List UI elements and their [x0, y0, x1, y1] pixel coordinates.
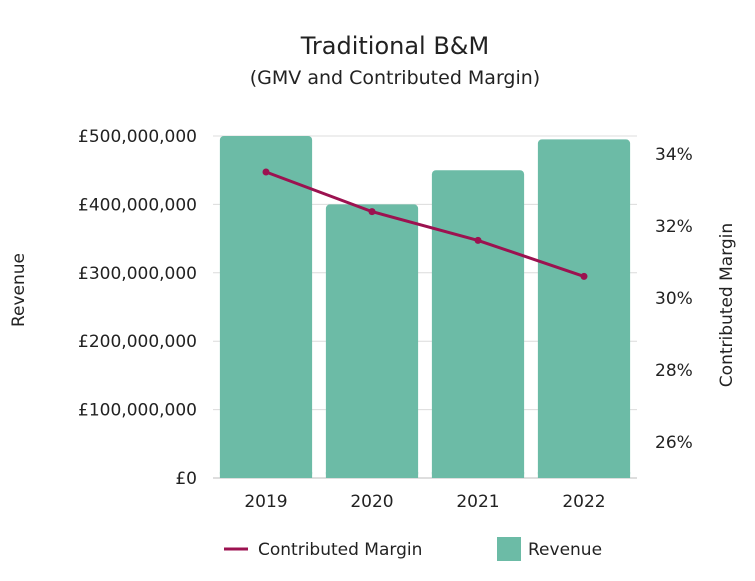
y-axis-ticks: £0 £100,000,000 £200,000,000 £300,000,000 £4… [78, 127, 197, 489]
bar-revenue-2020 [325, 204, 419, 478]
chart-subtitle: (GMV and Contributed Margin) [250, 67, 540, 89]
x-tick-label: 2022 [562, 492, 605, 512]
line-series [262, 168, 588, 280]
chart-title: Traditional B&M [300, 32, 489, 60]
y-tick-label: £400,000,000 [78, 195, 197, 215]
y2-tick-label: 32% [655, 217, 693, 237]
bar-revenue-2019 [219, 136, 313, 478]
point-contributed-margin-2020 [368, 208, 376, 216]
bar-revenue-2022 [537, 139, 631, 479]
y2-tick-label: 30% [655, 289, 693, 309]
bar-base-2022 [537, 472, 631, 478]
x-tick-label: 2021 [456, 492, 499, 512]
legend: Contributed Margin Revenue [224, 537, 602, 561]
legend-label-contributed-margin: Contributed Margin [258, 540, 422, 560]
y2-tick-label: 28% [655, 361, 693, 381]
y2-axis-title: Contributed Margin [717, 223, 737, 387]
line-contributed-margin [264, 170, 586, 278]
legend-label-revenue: Revenue [528, 540, 602, 560]
x-tick-label: 2020 [350, 492, 393, 512]
bar-base-2021 [431, 472, 525, 478]
y2-tick-label: 26% [655, 433, 693, 453]
bar-revenue-2021 [431, 170, 525, 478]
y-axis-title: Revenue [9, 253, 29, 327]
point-contributed-margin-2022 [580, 272, 588, 280]
point-contributed-margin-2019 [262, 168, 270, 176]
y-tick-label: £100,000,000 [78, 401, 197, 421]
y2-axis-ticks: 26% 28% 30% 32% 34% [655, 145, 693, 453]
x-tick-label: 2019 [244, 492, 287, 512]
point-contributed-margin-2021 [474, 236, 482, 244]
bars [219, 136, 631, 479]
legend-bar-marker [497, 537, 521, 561]
y-tick-label: £200,000,000 [78, 332, 197, 352]
bar-base-2019 [219, 472, 313, 478]
x-axis-ticks: 2019 2020 2021 2022 [244, 492, 605, 512]
y-tick-label: £0 [175, 469, 197, 489]
bar-base-2020 [325, 472, 419, 478]
y-tick-label: £500,000,000 [78, 127, 197, 147]
y-tick-label: £300,000,000 [78, 264, 197, 284]
y2-tick-label: 34% [655, 145, 693, 165]
